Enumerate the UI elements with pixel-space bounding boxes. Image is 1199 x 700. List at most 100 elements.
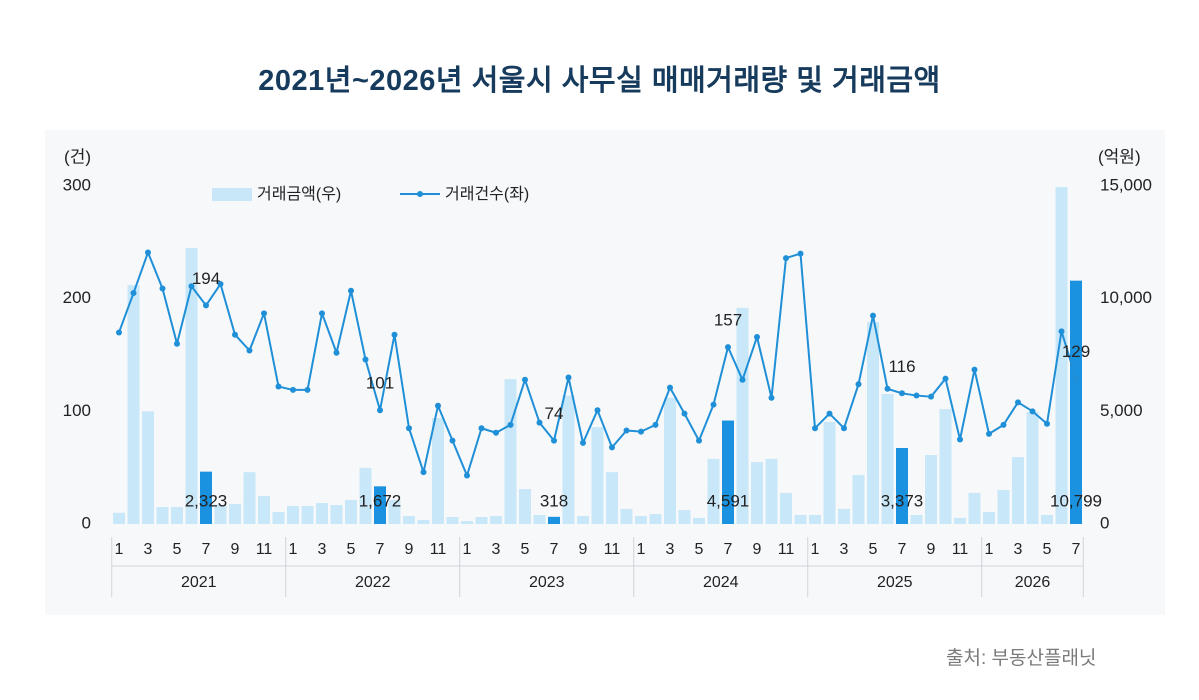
x-year-label: 2023 bbox=[529, 574, 565, 591]
line-point bbox=[362, 356, 369, 363]
x-month-tick-label: 5 bbox=[347, 541, 356, 558]
x-month-tick-label: 1 bbox=[985, 541, 994, 558]
line-point bbox=[522, 376, 528, 383]
line-point bbox=[333, 349, 340, 356]
line-point bbox=[1029, 408, 1036, 415]
bar bbox=[330, 505, 343, 524]
bar bbox=[577, 516, 589, 524]
line-point bbox=[507, 421, 514, 428]
line-point bbox=[275, 383, 282, 390]
bar bbox=[693, 517, 705, 524]
x-month-tick-label: 11 bbox=[430, 541, 447, 558]
line-point bbox=[551, 437, 557, 444]
line-data-label: 194 bbox=[192, 269, 220, 288]
line-point bbox=[971, 366, 978, 373]
line-point bbox=[217, 281, 224, 288]
bar bbox=[1012, 457, 1024, 524]
x-month-tick-label: 7 bbox=[724, 541, 733, 558]
y-left-tick-label: 200 bbox=[63, 288, 91, 307]
line-data-label: 74 bbox=[545, 404, 564, 423]
x-month-tick-label: 1 bbox=[463, 541, 472, 558]
bar bbox=[243, 472, 256, 524]
x-month-tick-label: 9 bbox=[753, 541, 762, 558]
plot-background bbox=[45, 130, 1165, 615]
x-month-tick-label: 11 bbox=[256, 541, 273, 558]
line-point bbox=[942, 375, 949, 382]
line-point bbox=[826, 410, 833, 417]
bar bbox=[1026, 412, 1039, 524]
bar bbox=[1055, 187, 1068, 525]
bar bbox=[388, 499, 401, 524]
bar-series bbox=[113, 187, 1082, 525]
bar bbox=[432, 418, 444, 524]
bar-data-label: 318 bbox=[540, 491, 568, 510]
legend-label-bar: 거래금액(우) bbox=[257, 185, 341, 203]
line-point bbox=[232, 331, 238, 338]
bar bbox=[983, 512, 995, 524]
line-point bbox=[710, 401, 717, 408]
x-month-tick-label: 1 bbox=[811, 541, 820, 558]
line-point bbox=[261, 310, 267, 317]
x-month-tick-label: 1 bbox=[289, 541, 298, 558]
line-point bbox=[812, 425, 818, 432]
bar bbox=[809, 514, 821, 524]
line-point bbox=[899, 390, 905, 397]
bar bbox=[519, 489, 531, 524]
bar bbox=[954, 517, 966, 524]
line-point bbox=[754, 333, 760, 340]
bar-data-label: 2,323 bbox=[185, 491, 228, 510]
line-point bbox=[928, 393, 934, 400]
y-left-tick-label: 100 bbox=[63, 401, 91, 420]
bar bbox=[765, 458, 778, 524]
line-point bbox=[768, 394, 775, 401]
bar bbox=[939, 409, 952, 524]
bar bbox=[316, 503, 328, 524]
line-point bbox=[841, 425, 847, 432]
line-point bbox=[116, 329, 122, 336]
x-month-tick-label: 7 bbox=[376, 541, 385, 558]
line-point bbox=[130, 290, 137, 297]
bar bbox=[736, 307, 749, 524]
x-month-tick-label: 11 bbox=[604, 541, 621, 558]
bar bbox=[345, 499, 357, 524]
line-point bbox=[623, 427, 630, 434]
x-month-tick-label: 5 bbox=[173, 541, 182, 558]
bar bbox=[649, 514, 662, 524]
x-month-tick-label: 3 bbox=[840, 541, 849, 558]
bar bbox=[214, 504, 227, 524]
bar bbox=[925, 455, 937, 524]
line-data-label: 101 bbox=[366, 374, 394, 393]
y-right-tick-label: 0 bbox=[1100, 513, 1109, 532]
bar bbox=[490, 516, 502, 524]
x-month-tick-label: 11 bbox=[778, 541, 795, 558]
bar-highlight bbox=[548, 516, 560, 524]
line-point bbox=[464, 472, 470, 479]
bar-data-label: 3,373 bbox=[881, 491, 924, 510]
line-point bbox=[957, 436, 963, 443]
bar bbox=[533, 514, 546, 524]
bar bbox=[997, 489, 1010, 524]
legend-swatch-bar bbox=[212, 188, 252, 201]
line-point bbox=[159, 285, 166, 292]
x-month-tick-label: 3 bbox=[1014, 541, 1023, 558]
bar-data-label: 4,591 bbox=[707, 491, 750, 510]
legend-swatch-point bbox=[417, 191, 423, 197]
bar bbox=[664, 397, 676, 524]
line-data-label: 157 bbox=[714, 311, 742, 330]
x-month-tick-label: 9 bbox=[405, 541, 414, 558]
x-month-tick-label: 5 bbox=[521, 541, 530, 558]
x-month-tick-label: 5 bbox=[869, 541, 878, 558]
line-point bbox=[420, 469, 427, 476]
bar bbox=[823, 421, 836, 524]
bar-highlight bbox=[374, 486, 386, 524]
bar bbox=[794, 514, 807, 524]
source-note: 출처: 부동산플래닛 bbox=[946, 648, 1097, 669]
line-point bbox=[594, 407, 601, 414]
line-point bbox=[609, 444, 615, 451]
line-data-label: 116 bbox=[888, 357, 915, 376]
line-point bbox=[739, 376, 746, 383]
bar bbox=[272, 512, 285, 524]
y-right-tick-label: 5,000 bbox=[1100, 401, 1143, 420]
x-year-label: 2021 bbox=[181, 574, 217, 591]
bar bbox=[591, 427, 604, 524]
